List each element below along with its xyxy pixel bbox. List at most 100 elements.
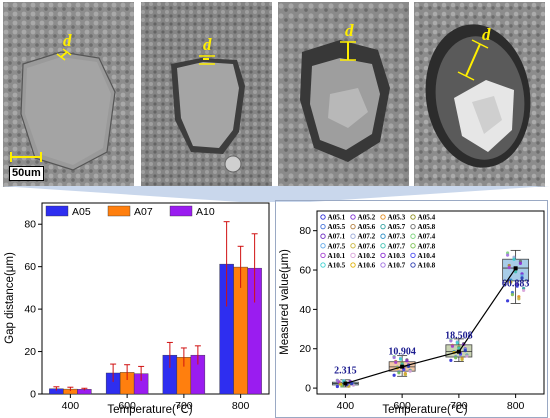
legend-marker-A07.5 — [320, 243, 326, 249]
x-axis-title: Temperature(℃) — [107, 404, 192, 416]
data-point-800 — [514, 270, 518, 274]
data-point-700 — [460, 357, 464, 362]
x-axis-title: Temperature(℃) — [382, 404, 467, 416]
gap-symbol: d — [63, 31, 72, 50]
data-point-700 — [463, 349, 467, 353]
data-point-600 — [394, 360, 398, 364]
legend-marker-A05.5 — [320, 223, 326, 230]
sem-panel-a10: d — [278, 2, 409, 187]
legend-label-A05.2: A05.2 — [358, 214, 376, 222]
legend-marker-A05.4 — [410, 214, 416, 220]
data-point-400 — [338, 382, 343, 386]
legend-marker-A10.5 — [320, 262, 326, 268]
legend-label-A07.5: A07.5 — [328, 242, 346, 250]
y-axis-title: Gap distance(μm) — [4, 252, 16, 344]
legend-marker-A05.8 — [410, 223, 416, 230]
x-tick-label: 700 — [450, 400, 468, 412]
legend-label-A05.6: A05.6 — [358, 223, 376, 231]
legend-label-A07.1: A07.1 — [328, 233, 346, 241]
x-tick-label: 400 — [337, 400, 355, 412]
gap-distance-bar-chart: 0 20 40 60 80 400 600 700 800 A05 A07 A10 Temperatu… — [4, 202, 270, 416]
data-point-600 — [405, 359, 409, 363]
data-point-400 — [350, 381, 354, 386]
legend-label-A10.5: A10.5 — [328, 262, 346, 270]
legend-marker-A10.3 — [380, 252, 386, 259]
mean-marker — [513, 266, 518, 271]
legend-marker-A10.1 — [320, 252, 326, 259]
legend-marker-A10.7 — [380, 262, 386, 268]
legend-label-A07.2: A07.2 — [358, 233, 376, 241]
legend-label-A05.7: A05.7 — [388, 223, 406, 231]
data-point-700 — [465, 354, 469, 358]
legend-marker-A07.2 — [350, 233, 356, 239]
legend-marker-A05.1 — [320, 214, 326, 220]
data-point-600 — [402, 367, 406, 372]
legend-label-A10.8: A10.8 — [418, 262, 436, 270]
data-point-800 — [506, 299, 510, 303]
legend-label-A05.1: A05.1 — [328, 214, 346, 222]
y-axis-title: Measured value(μm) — [279, 249, 291, 355]
legend-label-A05.4: A05.4 — [418, 214, 436, 222]
data-point-800 — [520, 276, 524, 280]
data-point-800 — [506, 253, 510, 257]
y-tick-label: 0 — [305, 383, 311, 395]
legend-label-A07.7: A07.7 — [388, 242, 406, 250]
data-point-600 — [392, 355, 396, 360]
mean-marker — [456, 349, 461, 354]
legend-label-A07.3: A07.3 — [388, 233, 406, 241]
data-point-400 — [335, 378, 339, 383]
legend-label-A05.5: A05.5 — [328, 223, 346, 231]
sem-panel-a10b: d — [414, 2, 545, 187]
y-tick-label: 40 — [299, 304, 311, 316]
y-tick-label: 60 — [24, 261, 36, 273]
legend-swatch-A05 — [45, 205, 69, 217]
x-tick-label: 600 — [118, 400, 136, 412]
legend-marker-A07.8 — [410, 243, 416, 249]
mean-label-600: 10.904 — [388, 347, 416, 358]
legend-marker-A05.7 — [380, 223, 386, 230]
legend-label-A10.4: A10.4 — [418, 252, 436, 260]
legend-marker-A05.2 — [350, 214, 356, 220]
gap-symbol: d — [203, 35, 212, 54]
data-point-700 — [455, 341, 459, 345]
data-point-700 — [450, 344, 455, 348]
data-point-800 — [518, 261, 523, 266]
legend-marker-A07.6 — [350, 243, 356, 249]
legend-label-A10.6: A10.6 — [358, 262, 376, 270]
legend-label-A07.4: A07.4 — [418, 233, 436, 241]
data-point-600 — [398, 357, 403, 361]
data-point-800 — [510, 292, 515, 297]
data-point-400 — [335, 384, 339, 389]
gap-symbol: d — [345, 21, 354, 40]
legend-marker-A07.4 — [410, 233, 416, 239]
legend-label-A05.3: A05.3 — [388, 214, 406, 222]
sem-panel-a07: d — [141, 2, 272, 187]
scale-bar-label: 50um — [9, 166, 44, 181]
data-point-800 — [515, 284, 519, 288]
x-tick-label: 700 — [175, 400, 193, 412]
legend-label-A05.8: A05.8 — [418, 223, 436, 231]
data-point-700 — [449, 339, 453, 343]
legend-swatch-A07 — [107, 205, 131, 217]
legend-marker-A10.4 — [410, 252, 416, 259]
data-point-800 — [512, 257, 516, 261]
legend-label-A07: A07 — [134, 206, 153, 218]
legend-marker-A05.6 — [350, 223, 356, 230]
y-tick-label: 20 — [24, 346, 36, 358]
data-point-600 — [403, 372, 407, 377]
mean-marker — [343, 381, 348, 386]
sem-panel-a05: d 50um — [3, 2, 134, 187]
legend-label-A10.7: A10.7 — [388, 262, 406, 270]
data-point-800 — [522, 288, 526, 293]
legend-label-A05: A05 — [72, 206, 91, 218]
mean-label-700: 18.508 — [445, 331, 473, 342]
legend-label-A10.1: A10.1 — [328, 252, 346, 260]
legend-label-A07.6: A07.6 — [358, 242, 376, 250]
legend-marker-A10.8 — [410, 262, 416, 268]
legend-marker-A10.6 — [350, 262, 356, 268]
x-tick-label: 400 — [62, 400, 80, 412]
legend-label-A10.2: A10.2 — [358, 252, 376, 260]
data-point-800 — [507, 265, 511, 270]
data-point-700 — [454, 356, 458, 360]
data-point-800 — [517, 297, 521, 301]
